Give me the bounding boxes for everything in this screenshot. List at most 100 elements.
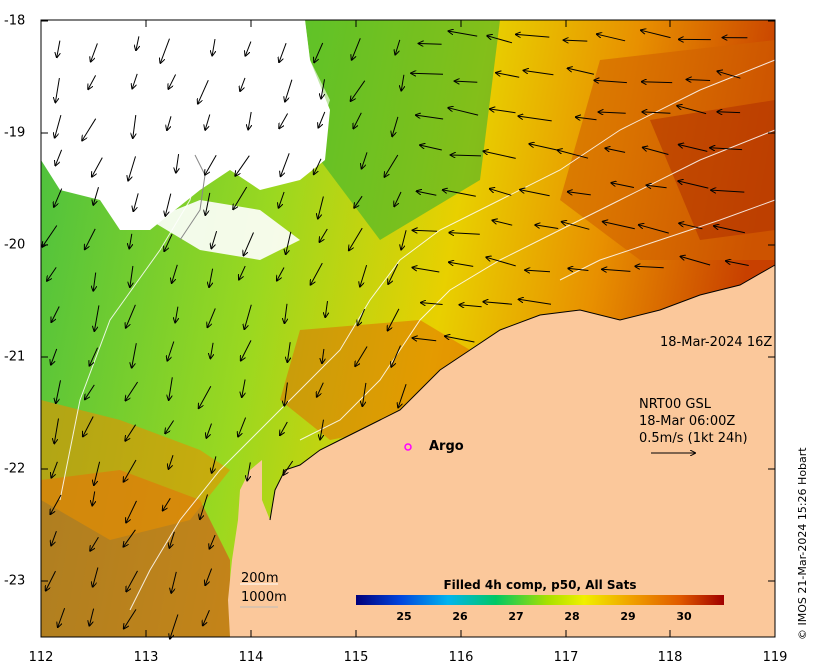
colorbar-tick-25: 25 [396,610,412,623]
current-vector [58,608,66,627]
current-vector [92,491,94,505]
current-vector [164,233,173,251]
current-vector [349,227,363,250]
current-vector [603,222,635,230]
current-vector [160,38,170,63]
current-vector [643,148,669,155]
current-vector [132,343,137,367]
current-vector [242,379,245,398]
colorbar-tick-29: 29 [620,610,636,623]
current-vector [205,154,217,175]
current-vector [126,570,138,592]
current-vector [413,268,440,273]
current-vector [205,192,211,215]
current-vector [169,455,174,469]
current-vector [385,154,399,177]
current-vector [126,500,137,523]
current-vector [54,418,59,444]
current-vector [240,77,246,91]
current-vector [687,80,711,81]
y-tick-m18: -18 [4,13,26,29]
current-vector [55,149,63,166]
current-vector [516,34,550,37]
current-vector [55,114,62,138]
current-vector [388,263,399,284]
current-vector [394,191,402,206]
current-vector [280,421,288,435]
axis-ticks [40,20,776,637]
current-vector [602,269,631,271]
current-vector [233,186,248,209]
current-vector [200,494,208,520]
current-vector [93,187,99,205]
timestamp-label: 18-Mar-2024 16Z [660,335,773,350]
current-vector [206,423,212,438]
current-vector [46,570,56,591]
current-vector [445,336,475,343]
current-vector [285,79,293,102]
current-vector [211,230,218,248]
current-vector [411,73,444,74]
current-vector [163,498,171,510]
current-vector [520,190,550,197]
y-tick-m21: -21 [4,349,26,365]
current-vector [484,151,516,159]
current-vector [325,301,327,317]
y-tick-m20: -20 [4,237,26,253]
current-vector [89,608,95,626]
current-vector [172,264,178,283]
current-vector [168,74,177,89]
x-tick-119: 119 [762,650,788,665]
current-vector [535,225,559,229]
y-tick-m23: -23 [4,573,26,589]
y-tick-m19: -19 [4,125,26,141]
current-vector [51,461,58,478]
x-tick-114: 114 [238,650,264,665]
current-vector [133,193,139,211]
current-vector [576,117,597,120]
current-vector [597,34,626,42]
current-vector [244,304,252,329]
current-vector [55,78,60,102]
current-vector [401,230,407,249]
credit-label: © IMOS 21-Mar-2024 15:26 Hobart [796,447,809,640]
current-vector [320,419,324,440]
current-vector [392,116,399,136]
current-vector [714,226,746,234]
current-vector [519,299,552,305]
current-vector [133,115,136,138]
current-vector [355,346,368,367]
current-vector [167,341,175,361]
current-vector [56,380,61,403]
colorbar [356,595,724,605]
current-vector [128,156,136,180]
current-vector [57,40,60,58]
current-vector [449,31,478,37]
current-vector [416,115,444,120]
current-vector [93,567,99,587]
current-vector [124,529,136,547]
current-vector [320,228,328,242]
current-vector [124,609,137,628]
current-vector [210,342,213,359]
current-vector [51,531,57,545]
current-vector [198,79,209,103]
current-vector [726,261,749,266]
current-vector [136,36,139,50]
current-vector [94,461,101,485]
current-vector [443,190,476,197]
current-vector [51,348,58,365]
current-vector [318,111,326,128]
colorbar-tick-27: 27 [508,610,524,623]
current-vector [314,42,324,62]
current-vector [351,80,366,101]
current-vector [564,40,588,41]
current-vector [239,265,246,279]
x-tick-118: 118 [657,650,683,665]
current-vector [51,306,60,323]
current-vector [286,231,292,254]
legend-line-2: 18-Mar 06:00Z [639,414,736,429]
current-vector [611,183,635,188]
current-vector [353,112,362,129]
current-vector [85,384,95,399]
